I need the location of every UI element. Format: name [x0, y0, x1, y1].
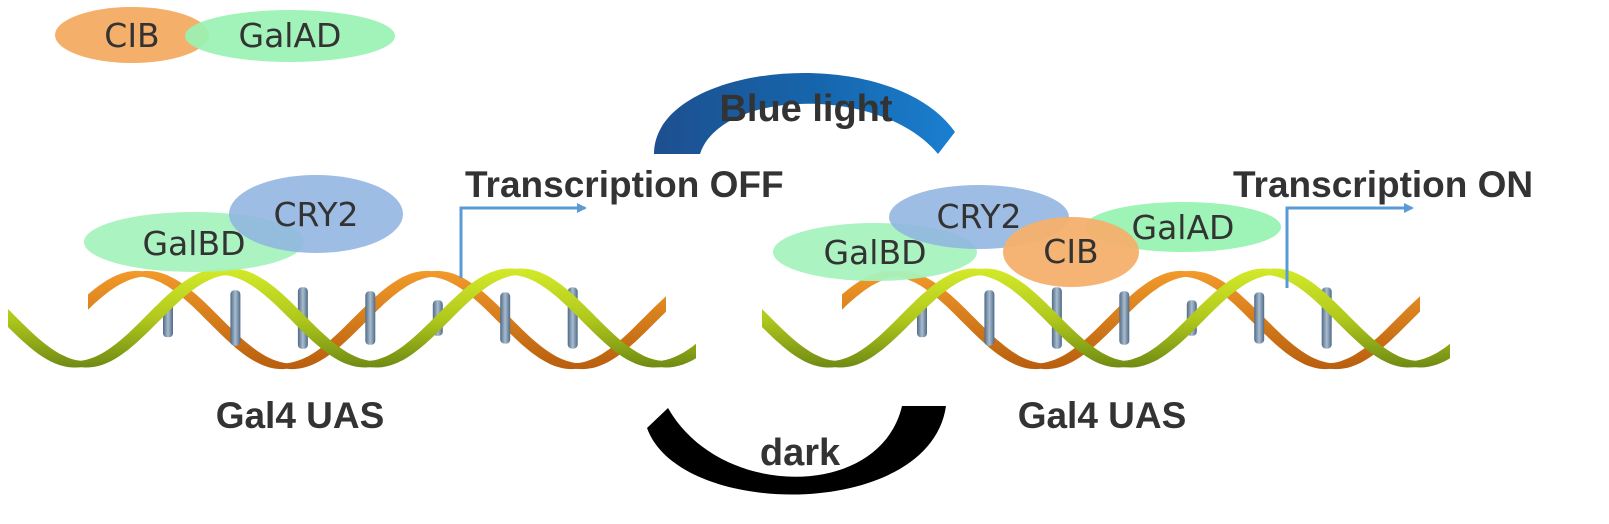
right-uas-label: Gal4 UAS	[1018, 395, 1187, 436]
left-transcription-arrow: Transcription OFF	[461, 164, 784, 278]
left-transcription-label: Transcription OFF	[465, 164, 784, 205]
dna-base-pair	[500, 292, 510, 343]
dna-base-pair	[365, 291, 375, 345]
left-galbd-label: GalBD	[142, 224, 245, 263]
blue-light-transition: Blue light	[654, 73, 955, 154]
dna-helix-left	[8, 269, 696, 370]
left-uas-label: Gal4 UAS	[216, 395, 385, 436]
left-promoter-arrow	[461, 208, 585, 278]
dna-base-pair	[230, 290, 240, 346]
right-state-proteins: GalBD CRY2 GalAD CIB	[773, 185, 1281, 287]
dna-helix-right	[762, 269, 1450, 370]
legend-cib-label: CIB	[104, 16, 159, 55]
dark-transition: dark	[647, 406, 946, 494]
right-galad-label: GalAD	[1132, 208, 1235, 247]
blue-light-label: Blue light	[719, 88, 892, 130]
dna-base-pair	[1119, 291, 1129, 345]
legend-galad-label: GalAD	[239, 16, 342, 55]
dna-orange-strand	[88, 271, 666, 369]
dna-base-pair	[1254, 292, 1264, 343]
right-promoter-arrow	[1287, 208, 1412, 288]
left-state-proteins: GalBD CRY2	[84, 175, 403, 272]
right-galbd-label: GalBD	[823, 233, 926, 272]
right-cib-label: CIB	[1043, 232, 1098, 271]
dna-orange-strand	[842, 271, 1420, 369]
right-cry2-label: CRY2	[936, 197, 1021, 236]
dark-label: dark	[760, 432, 841, 474]
right-transcription-label: Transcription ON	[1233, 164, 1533, 205]
legend: CIB GalAD	[55, 7, 395, 63]
left-cry2-label: CRY2	[273, 195, 358, 234]
dna-base-pair	[984, 290, 994, 346]
